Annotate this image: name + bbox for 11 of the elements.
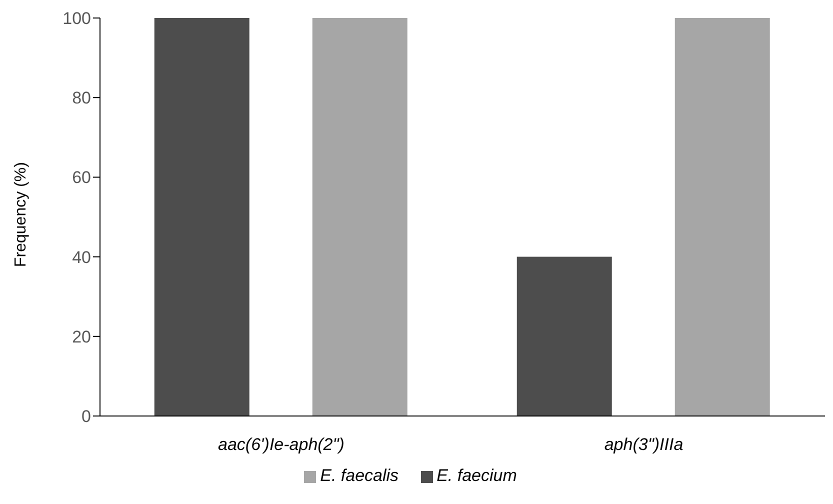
legend-label: E. faecalis (320, 466, 399, 485)
y-tick-label: 100 (62, 9, 91, 28)
y-tick-label: 40 (72, 248, 91, 267)
y-tick-label: 60 (72, 168, 91, 188)
legend-label: E. faecium (436, 466, 517, 485)
y-tick-label: 20 (72, 327, 91, 346)
y-axis-title: Frequency (%) (12, 162, 30, 267)
x-tick-label: aph(3")IIIa (604, 435, 684, 454)
y-tick-label: 0 (82, 407, 91, 426)
x-tick-label: aac(6')Ie-aph(2") (218, 435, 344, 454)
y-tick-label: 80 (72, 88, 91, 108)
